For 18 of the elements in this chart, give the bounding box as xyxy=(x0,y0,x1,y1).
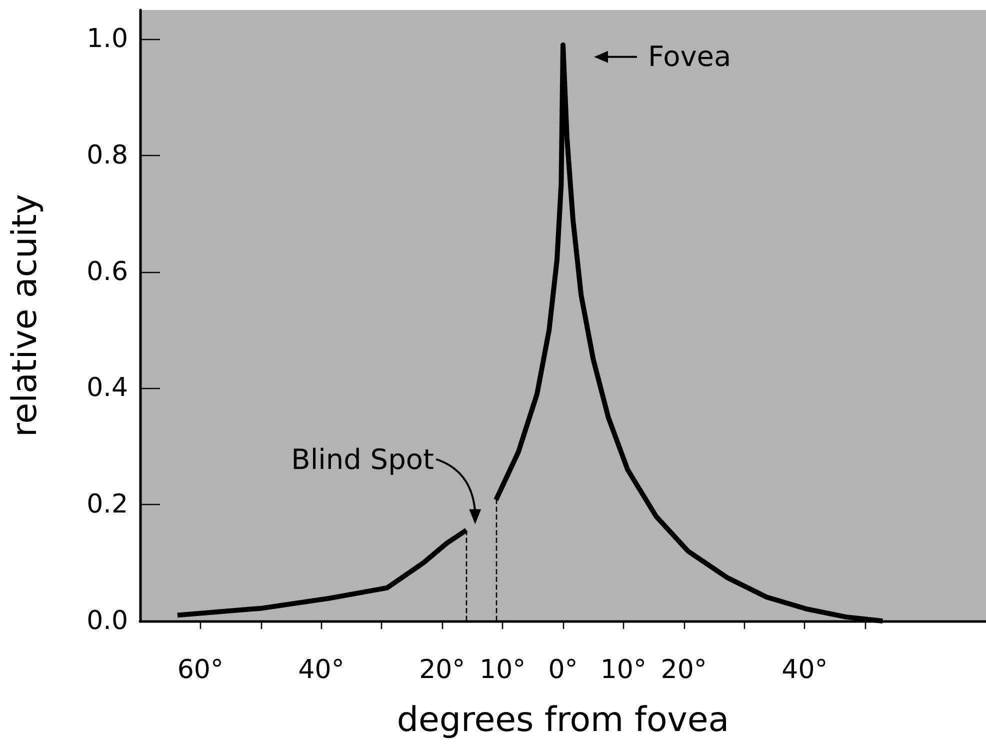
x-tick-label: 20° xyxy=(419,655,466,685)
x-axis-title: degrees from fovea xyxy=(396,700,730,740)
y-tick-label: 0.2 xyxy=(86,490,128,520)
x-tick-label: 0° xyxy=(548,655,578,685)
y-tick-label: 0.8 xyxy=(86,140,128,170)
y-axis-title: relative acuity xyxy=(5,194,45,438)
x-tick-label: 10° xyxy=(480,655,526,685)
x-tick-label: 10° xyxy=(600,655,646,685)
y-tick-label: 0.0 xyxy=(86,606,128,636)
annotation: Blind Spot xyxy=(291,442,434,476)
x-tick-label: 40° xyxy=(782,655,828,685)
x-tick-label: 60° xyxy=(177,655,224,685)
y-tick-label: 0.6 xyxy=(86,256,128,287)
x-tick-label: 20° xyxy=(660,655,707,685)
y-tick-label: 1.0 xyxy=(86,24,128,54)
x-tick-label: 40° xyxy=(298,655,344,685)
annotation: Fovea xyxy=(648,40,732,74)
y-tick-label: 0.4 xyxy=(86,373,128,404)
